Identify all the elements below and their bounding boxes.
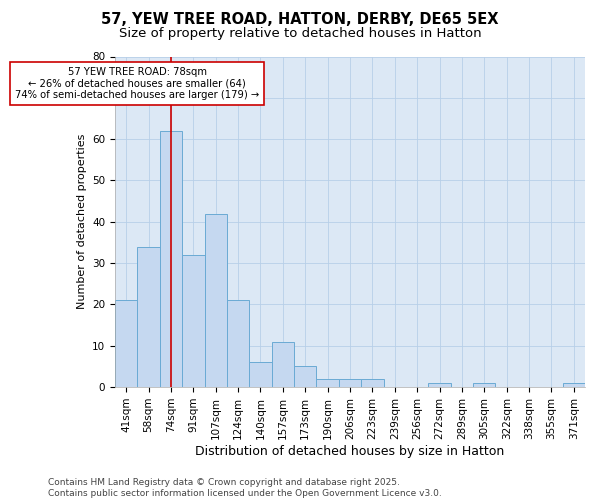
Bar	[428, 383, 451, 387]
Bar	[339, 379, 361, 387]
Bar	[227, 300, 249, 387]
Text: 57, YEW TREE ROAD, HATTON, DERBY, DE65 5EX: 57, YEW TREE ROAD, HATTON, DERBY, DE65 5…	[101, 12, 499, 28]
Bar	[294, 366, 316, 387]
Text: 57 YEW TREE ROAD: 78sqm
← 26% of detached houses are smaller (64)
74% of semi-de: 57 YEW TREE ROAD: 78sqm ← 26% of detache…	[15, 67, 259, 100]
Bar	[205, 214, 227, 387]
Bar	[115, 300, 137, 387]
Y-axis label: Number of detached properties: Number of detached properties	[77, 134, 86, 310]
Bar	[361, 379, 383, 387]
Bar	[316, 379, 339, 387]
Bar	[473, 383, 496, 387]
Bar	[249, 362, 272, 387]
Bar	[563, 383, 585, 387]
Bar	[137, 246, 160, 387]
Text: Contains HM Land Registry data © Crown copyright and database right 2025.
Contai: Contains HM Land Registry data © Crown c…	[48, 478, 442, 498]
X-axis label: Distribution of detached houses by size in Hatton: Distribution of detached houses by size …	[196, 444, 505, 458]
Text: Size of property relative to detached houses in Hatton: Size of property relative to detached ho…	[119, 28, 481, 40]
Bar	[182, 255, 205, 387]
Bar	[160, 131, 182, 387]
Bar	[272, 342, 294, 387]
